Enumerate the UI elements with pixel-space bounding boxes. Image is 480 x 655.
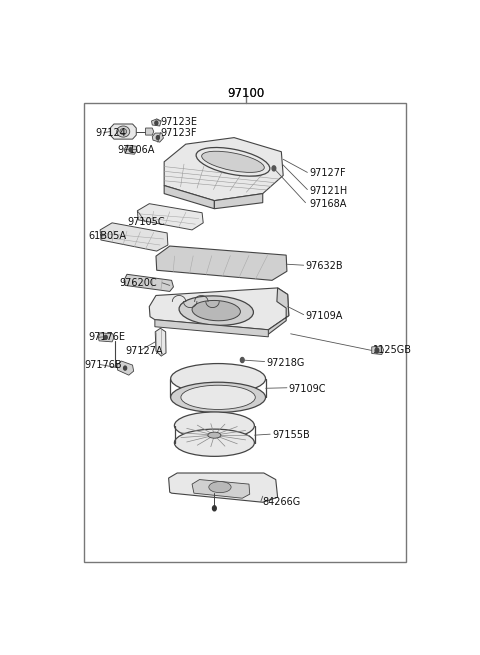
Text: 1125GB: 1125GB: [372, 345, 411, 355]
Text: 97100: 97100: [228, 87, 264, 100]
Text: 97106A: 97106A: [118, 145, 155, 155]
Text: 97620C: 97620C: [120, 278, 157, 288]
Circle shape: [240, 358, 244, 363]
Circle shape: [375, 348, 379, 353]
Text: 97176B: 97176B: [84, 360, 122, 370]
Text: 97168A: 97168A: [309, 198, 347, 209]
Polygon shape: [155, 320, 268, 337]
Polygon shape: [145, 128, 154, 135]
Polygon shape: [164, 185, 215, 209]
Circle shape: [213, 506, 216, 511]
Polygon shape: [149, 288, 289, 329]
Polygon shape: [100, 223, 168, 251]
Ellipse shape: [196, 147, 270, 176]
Ellipse shape: [209, 481, 231, 493]
Polygon shape: [152, 133, 163, 142]
Polygon shape: [267, 288, 289, 335]
Text: 61B05A: 61B05A: [88, 231, 126, 241]
Polygon shape: [164, 138, 283, 200]
Ellipse shape: [174, 429, 254, 457]
Polygon shape: [124, 274, 173, 291]
Text: 97109A: 97109A: [305, 310, 343, 321]
Polygon shape: [98, 333, 114, 342]
Text: 97123F: 97123F: [160, 128, 197, 138]
Ellipse shape: [174, 412, 254, 440]
Text: 97105C: 97105C: [127, 217, 165, 227]
Polygon shape: [110, 124, 136, 139]
Ellipse shape: [192, 301, 240, 321]
Circle shape: [124, 366, 127, 370]
Polygon shape: [124, 145, 137, 155]
Circle shape: [155, 121, 158, 125]
Polygon shape: [117, 361, 133, 375]
Polygon shape: [156, 246, 287, 280]
Text: 84266G: 84266G: [263, 497, 301, 507]
Text: 97632B: 97632B: [305, 261, 343, 271]
Circle shape: [129, 147, 132, 152]
Circle shape: [156, 136, 159, 140]
Text: 97127A: 97127A: [125, 346, 163, 356]
Ellipse shape: [171, 364, 265, 394]
Ellipse shape: [208, 432, 221, 438]
Text: 97124: 97124: [96, 128, 126, 138]
Ellipse shape: [120, 128, 127, 134]
Polygon shape: [152, 119, 161, 126]
Polygon shape: [215, 194, 263, 209]
Circle shape: [104, 335, 107, 339]
Polygon shape: [137, 204, 203, 230]
Ellipse shape: [181, 385, 255, 409]
Text: 97121H: 97121H: [309, 185, 348, 196]
Text: 97127F: 97127F: [309, 168, 346, 178]
Text: 97123E: 97123E: [160, 117, 197, 128]
Polygon shape: [372, 346, 384, 354]
Polygon shape: [155, 328, 166, 356]
Ellipse shape: [117, 126, 130, 137]
Text: 97176E: 97176E: [88, 332, 125, 343]
Polygon shape: [192, 479, 250, 498]
Text: 97109C: 97109C: [289, 384, 326, 394]
Circle shape: [272, 166, 276, 171]
Text: 97155B: 97155B: [272, 430, 310, 440]
Polygon shape: [168, 473, 277, 502]
Ellipse shape: [179, 296, 253, 326]
Ellipse shape: [202, 151, 264, 172]
Text: 97100: 97100: [228, 87, 264, 100]
Text: 97218G: 97218G: [266, 358, 305, 367]
Ellipse shape: [171, 383, 265, 413]
